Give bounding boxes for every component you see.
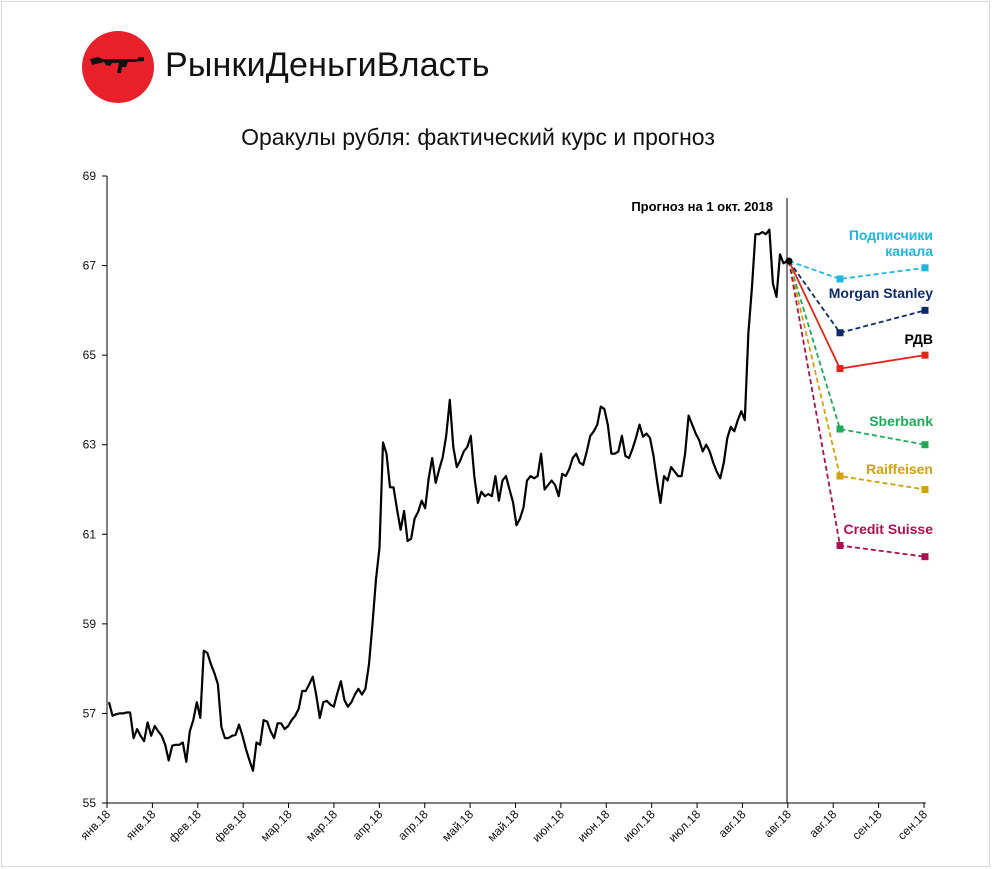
x-tick-label: янв.18 — [78, 807, 114, 843]
forecast-marker — [921, 351, 929, 359]
forecast-marker — [836, 472, 844, 480]
x-tick-label: фев.18 — [166, 807, 204, 845]
forecast-divider-label: Прогноз на 1 окт. 2018 — [631, 199, 773, 214]
series-label: Подписчики — [849, 227, 933, 243]
forecast-marker — [836, 275, 844, 283]
forecast-start-point — [785, 257, 793, 265]
brand-name: РынкиДеньгиВласть — [165, 46, 490, 84]
series-label: Sberbank — [869, 413, 933, 429]
y-tick-label: 61 — [83, 527, 97, 541]
y-tick-label: 67 — [83, 259, 97, 273]
y-tick-label: 55 — [83, 796, 97, 810]
x-tick-label: апр.18 — [350, 807, 386, 843]
x-tick-label: сен.18 — [849, 807, 885, 843]
rifle-icon — [90, 57, 144, 73]
x-tick-label: авг.18 — [806, 807, 839, 840]
series-label: канала — [885, 243, 933, 259]
forecast-marker — [921, 306, 929, 314]
x-tick-label: авг.18 — [716, 807, 749, 840]
x-tick-label: июл.18 — [666, 807, 704, 845]
x-tick-label: май.18 — [485, 807, 522, 844]
series-label: Credit Suisse — [844, 521, 934, 537]
y-tick-label: 65 — [83, 348, 97, 362]
x-tick-label: апр.18 — [395, 807, 431, 843]
series-label: Morgan Stanley — [829, 285, 933, 301]
x-tick-label: янв.18 — [123, 807, 159, 843]
x-tick-label: фев.18 — [211, 807, 249, 845]
forecast-line — [788, 260, 926, 280]
forecast-line — [788, 260, 926, 334]
brand-logo — [82, 31, 154, 103]
x-tick-label: авг.18 — [761, 807, 794, 840]
x-tick-label: мар.18 — [303, 807, 340, 844]
y-tick-label: 69 — [83, 169, 97, 183]
forecast-marker — [836, 541, 844, 549]
y-tick-label: 63 — [83, 438, 97, 452]
forecast-marker — [836, 425, 844, 433]
x-tick-label: сен.18 — [895, 807, 931, 843]
x-tick-label: июн.18 — [530, 807, 568, 845]
forecast-marker — [921, 553, 929, 561]
chart-title: Оракулы рубля: фактический курс и прогно… — [241, 124, 715, 150]
x-tick-label: июл.18 — [620, 807, 658, 845]
series-label: Raiffeisen — [866, 461, 933, 477]
forecast-marker — [836, 365, 844, 373]
x-tick-label: мар.18 — [258, 807, 295, 844]
series-label: РДВ — [904, 331, 933, 347]
forecast-line — [788, 260, 926, 446]
actual-rate-line — [107, 228, 788, 772]
forecast-marker — [921, 264, 929, 272]
y-tick-label: 59 — [83, 617, 97, 631]
y-tick-label: 57 — [83, 706, 97, 720]
x-tick-label: май.18 — [439, 807, 476, 844]
forecast-marker — [921, 486, 929, 493]
forecast-marker — [836, 329, 844, 337]
x-tick-label: июн.18 — [575, 807, 613, 845]
forecast-marker — [921, 441, 929, 449]
